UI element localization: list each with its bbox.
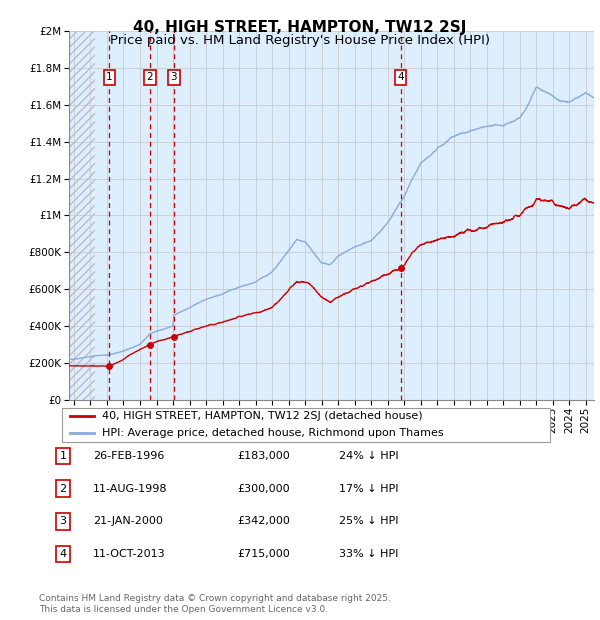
Text: 3: 3 [59, 516, 67, 526]
Text: 11-OCT-2013: 11-OCT-2013 [93, 549, 166, 559]
Text: £715,000: £715,000 [237, 549, 290, 559]
Text: 21-JAN-2000: 21-JAN-2000 [93, 516, 163, 526]
Text: Price paid vs. HM Land Registry's House Price Index (HPI): Price paid vs. HM Land Registry's House … [110, 34, 490, 47]
FancyBboxPatch shape [62, 407, 550, 442]
Text: 25% ↓ HPI: 25% ↓ HPI [339, 516, 398, 526]
Text: 4: 4 [59, 549, 67, 559]
Text: 24% ↓ HPI: 24% ↓ HPI [339, 451, 398, 461]
Text: £342,000: £342,000 [237, 516, 290, 526]
Text: HPI: Average price, detached house, Richmond upon Thames: HPI: Average price, detached house, Rich… [102, 428, 443, 438]
Text: 40, HIGH STREET, HAMPTON, TW12 2SJ: 40, HIGH STREET, HAMPTON, TW12 2SJ [133, 20, 467, 35]
Text: 40, HIGH STREET, HAMPTON, TW12 2SJ (detached house): 40, HIGH STREET, HAMPTON, TW12 2SJ (deta… [102, 411, 422, 421]
Text: 2: 2 [147, 72, 154, 82]
Text: 1: 1 [106, 72, 113, 82]
Text: £300,000: £300,000 [237, 484, 290, 494]
Text: Contains HM Land Registry data © Crown copyright and database right 2025.
This d: Contains HM Land Registry data © Crown c… [39, 595, 391, 614]
Text: 17% ↓ HPI: 17% ↓ HPI [339, 484, 398, 494]
Text: 4: 4 [397, 72, 404, 82]
Text: 33% ↓ HPI: 33% ↓ HPI [339, 549, 398, 559]
Text: £183,000: £183,000 [237, 451, 290, 461]
Text: 3: 3 [170, 72, 177, 82]
Text: 26-FEB-1996: 26-FEB-1996 [93, 451, 164, 461]
Text: 1: 1 [59, 451, 67, 461]
Text: 11-AUG-1998: 11-AUG-1998 [93, 484, 167, 494]
Text: 2: 2 [59, 484, 67, 494]
